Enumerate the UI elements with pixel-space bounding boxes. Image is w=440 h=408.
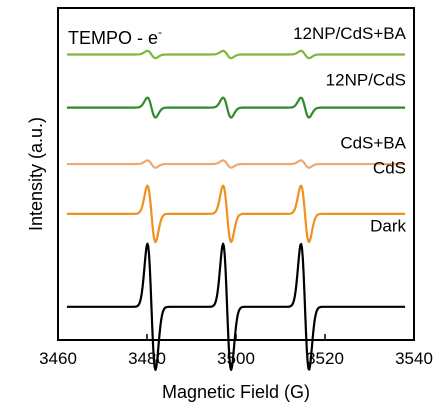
series-line-cds-ba [66,159,406,169]
series-line-12np-cds-ba [66,49,406,60]
series-labels-group: 12NP/CdS+BA 12NP/CdS CdS+BA CdS Dark [293,24,407,236]
x-tick-label-0: 3460 [39,349,77,368]
x-axis-title: Magnetic Field (G) [162,382,310,402]
x-tick-label-2: 3500 [217,349,255,368]
series-line-dark [66,242,406,371]
series-line-12np-cds [66,96,406,119]
series-label-12np-cds: 12NP/CdS [326,71,406,90]
x-tick-label-3: 3520 [306,349,344,368]
x-axis-ticks: 3460 3480 3500 3520 3540 [39,334,433,368]
x-tick-label-4: 3540 [395,349,433,368]
series-label-dark: Dark [370,217,406,236]
annotation-superscript: - [158,25,162,39]
y-axis-title: Intensity (a.u.) [26,117,46,231]
series-label-cds: CdS [373,159,406,178]
series-line-cds [66,184,406,244]
series-label-12np-cds-ba: 12NP/CdS+BA [293,24,407,43]
plot-frame [57,7,415,341]
series-label-cds-ba: CdS+BA [340,133,406,152]
x-tick-label-1: 3480 [128,349,166,368]
annotation-tempo: TEMPO - e- [68,25,162,48]
traces-group [66,49,406,371]
